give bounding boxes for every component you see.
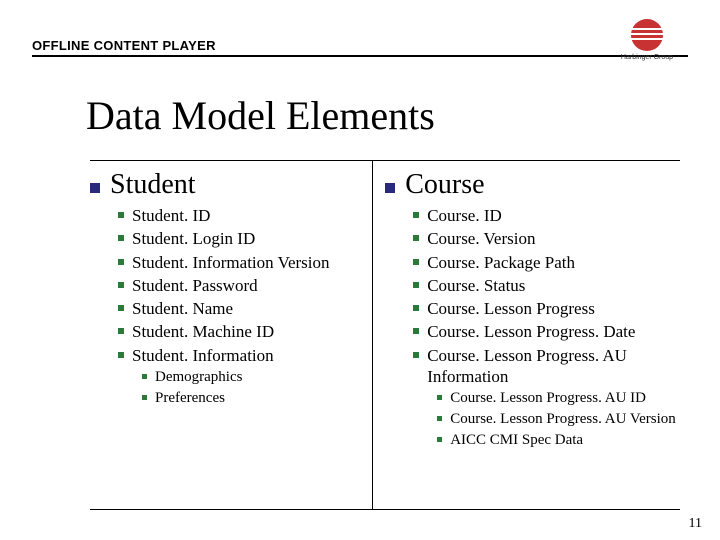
bullet-icon (437, 395, 442, 400)
course-list: Course. ID Course. Version Course. Packa… (413, 205, 680, 387)
bullet-icon (142, 395, 147, 400)
bullet-icon (90, 183, 100, 193)
slide-title: Data Model Elements (86, 92, 435, 139)
list-item: Demographics (142, 368, 364, 387)
list-item: Course. Lesson Progress. AU Information (413, 345, 680, 388)
bullet-icon (118, 212, 124, 218)
header-rule: OFFLINE CONTENT PLAYER (32, 38, 688, 57)
item-text: Course. Status (427, 275, 525, 296)
item-text: Preferences (155, 389, 225, 408)
logo-text: Harbinger Group (608, 54, 686, 61)
item-text: Course. Package Path (427, 252, 575, 273)
list-item: AICC CMI Spec Data (437, 431, 680, 450)
item-text: Student. Name (132, 298, 233, 319)
bullet-icon (413, 212, 419, 218)
bullet-icon (413, 259, 419, 265)
list-item: Preferences (142, 389, 364, 408)
bullet-icon (413, 352, 419, 358)
list-item: Course. Version (413, 228, 680, 249)
logo: Harbinger Group (608, 18, 686, 61)
list-item: Course. Lesson Progress. Date (413, 321, 680, 342)
list-item: Student. Login ID (118, 228, 364, 249)
bullet-icon (118, 305, 124, 311)
list-item: Student. ID (118, 205, 364, 226)
list-item: Student. Name (118, 298, 364, 319)
student-list: Student. ID Student. Login ID Student. I… (118, 205, 364, 366)
bullet-icon (413, 235, 419, 241)
item-text: Course. Lesson Progress. AU Version (450, 410, 676, 429)
list-item: Student. Password (118, 275, 364, 296)
item-text: Student. Information (132, 345, 274, 366)
header-label: OFFLINE CONTENT PLAYER (32, 38, 216, 53)
heading-course: Course (385, 169, 680, 201)
list-item: Course. Package Path (413, 252, 680, 273)
bullet-icon (142, 374, 147, 379)
heading-student: Student (90, 169, 364, 201)
bullet-icon (413, 305, 419, 311)
content-frame: Student Student. ID Student. Login ID St… (90, 160, 680, 510)
item-text: Student. ID (132, 205, 210, 226)
list-item: Student. Information Version (118, 252, 364, 273)
course-sublist: Course. Lesson Progress. AU ID Course. L… (437, 389, 680, 449)
item-text: Course. Version (427, 228, 535, 249)
bullet-icon (118, 235, 124, 241)
page-number: 11 (689, 516, 702, 532)
column-student: Student Student. ID Student. Login ID St… (90, 161, 373, 509)
bullet-icon (413, 328, 419, 334)
item-text: Student. Password (132, 275, 258, 296)
item-text: Student. Machine ID (132, 321, 274, 342)
heading-text: Student (110, 169, 196, 201)
list-item: Course. Status (413, 275, 680, 296)
item-text: Course. Lesson Progress (427, 298, 595, 319)
item-text: Course. Lesson Progress. AU ID (450, 389, 646, 408)
heading-text: Course (405, 169, 484, 201)
item-text: Course. Lesson Progress. Date (427, 321, 635, 342)
list-item: Student. Information (118, 345, 364, 366)
item-text: Student. Information Version (132, 252, 330, 273)
list-item: Course. ID (413, 205, 680, 226)
item-text: Student. Login ID (132, 228, 255, 249)
bullet-icon (118, 328, 124, 334)
bullet-icon (118, 352, 124, 358)
bullet-icon (118, 282, 124, 288)
column-course: Course Course. ID Course. Version Course… (373, 161, 680, 509)
list-item: Course. Lesson Progress (413, 298, 680, 319)
bullet-icon (437, 437, 442, 442)
bullet-icon (118, 259, 124, 265)
list-item: Course. Lesson Progress. AU Version (437, 410, 680, 429)
item-text: Course. ID (427, 205, 502, 226)
bullet-icon (385, 183, 395, 193)
student-sublist: Demographics Preferences (142, 368, 364, 408)
item-text: AICC CMI Spec Data (450, 431, 583, 450)
logo-icon (630, 18, 664, 52)
item-text: Course. Lesson Progress. AU Information (427, 345, 680, 388)
list-item: Course. Lesson Progress. AU ID (437, 389, 680, 408)
list-item: Student. Machine ID (118, 321, 364, 342)
item-text: Demographics (155, 368, 242, 387)
bullet-icon (437, 416, 442, 421)
bullet-icon (413, 282, 419, 288)
